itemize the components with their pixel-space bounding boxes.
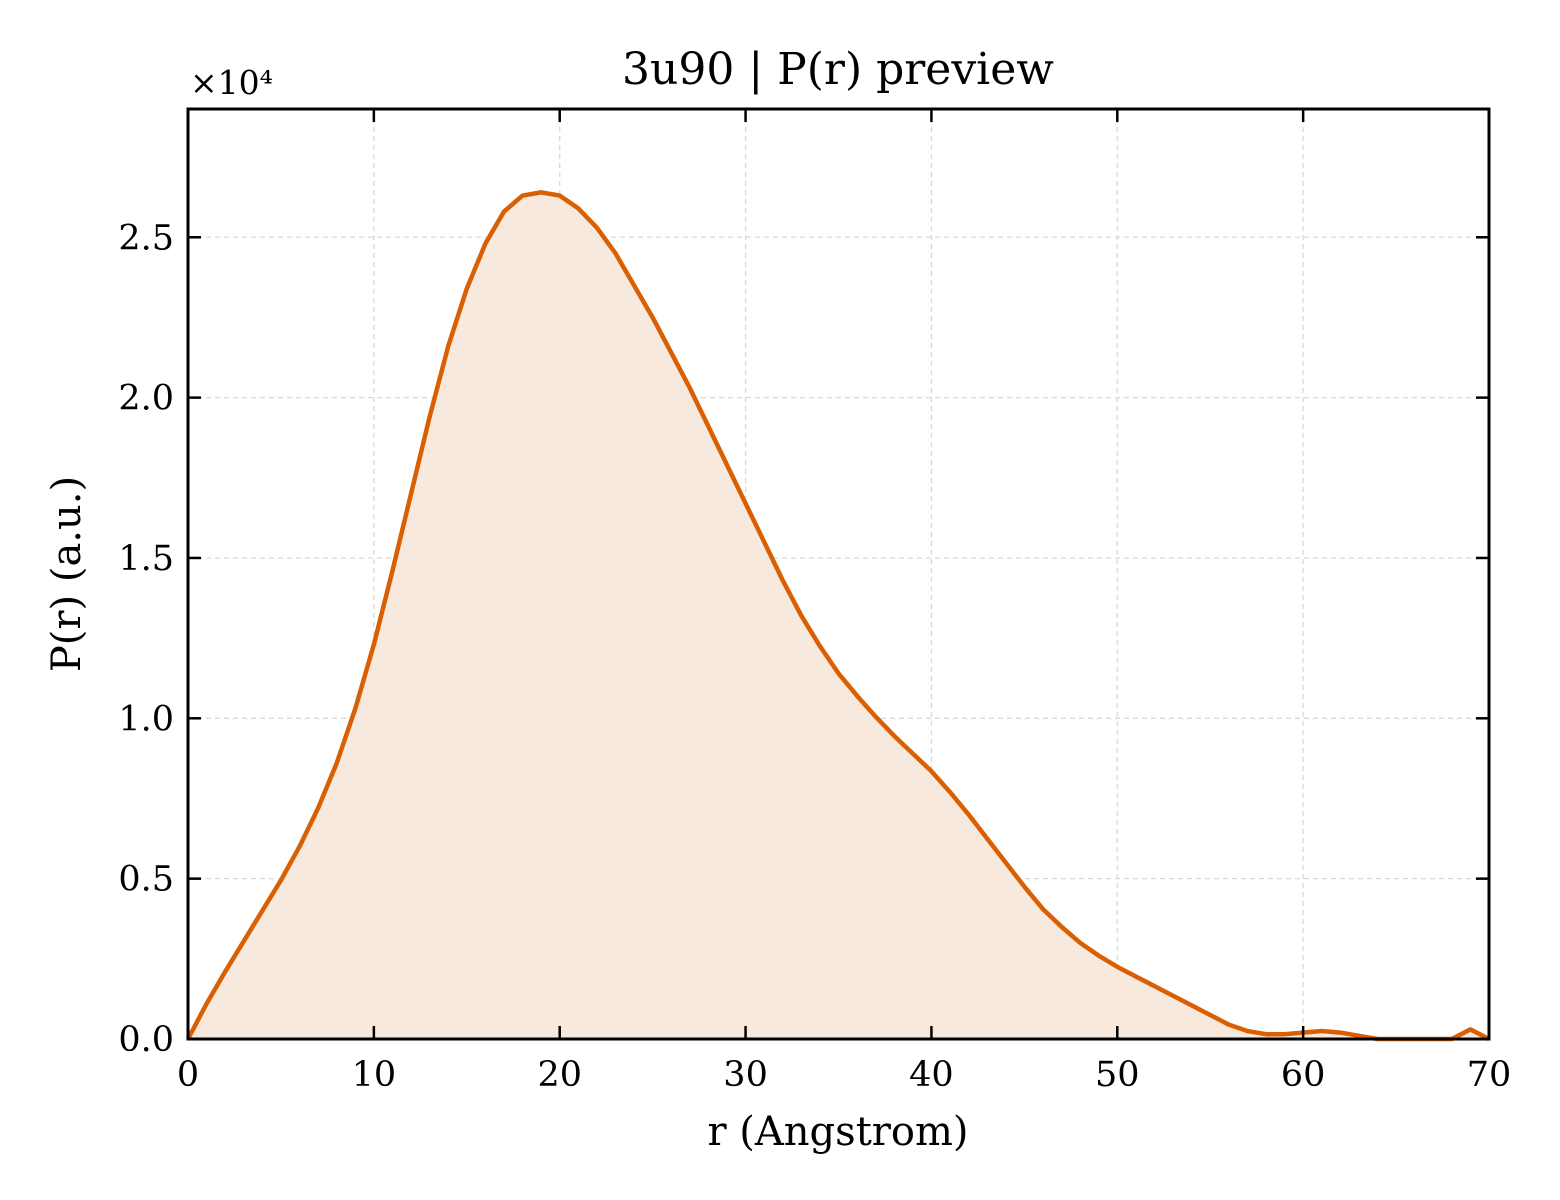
y-tick-label: 2.5 (118, 218, 174, 258)
chart-title: 3u90 | P(r) preview (622, 44, 1054, 95)
x-axis-label: r (Angstrom) (707, 1109, 968, 1155)
x-tick-label: 60 (1281, 1055, 1326, 1095)
x-tick-label: 0 (177, 1055, 199, 1095)
y-axis-label: P(r) (a.u.) (44, 476, 90, 672)
axis-ticks: 0 10 20 30 40 50 60 70 0.0 0.5 1.0 1.5 2.0 2.5 (118, 109, 1511, 1095)
y-tick-label: 0.0 (118, 1020, 174, 1060)
y-tick-label: 1.5 (118, 539, 174, 579)
y-tick-label: 1.0 (118, 699, 174, 739)
x-tick-label: 30 (723, 1055, 768, 1095)
y-tick-label: 0.5 (118, 860, 174, 900)
x-tick-label: 10 (352, 1055, 397, 1095)
plot-frame (186, 107, 1491, 1041)
x-tick-label: 40 (909, 1055, 954, 1095)
y-tick-label: 2.0 (118, 379, 174, 419)
x-tick-label: 70 (1467, 1055, 1512, 1095)
x-tick-label: 50 (1095, 1055, 1140, 1095)
pr-line (186, 190, 1491, 1042)
x-tick-label: 20 (537, 1055, 582, 1095)
y-offset-label: ×10⁴ (190, 63, 273, 102)
pr-area-fill (188, 192, 1489, 1039)
